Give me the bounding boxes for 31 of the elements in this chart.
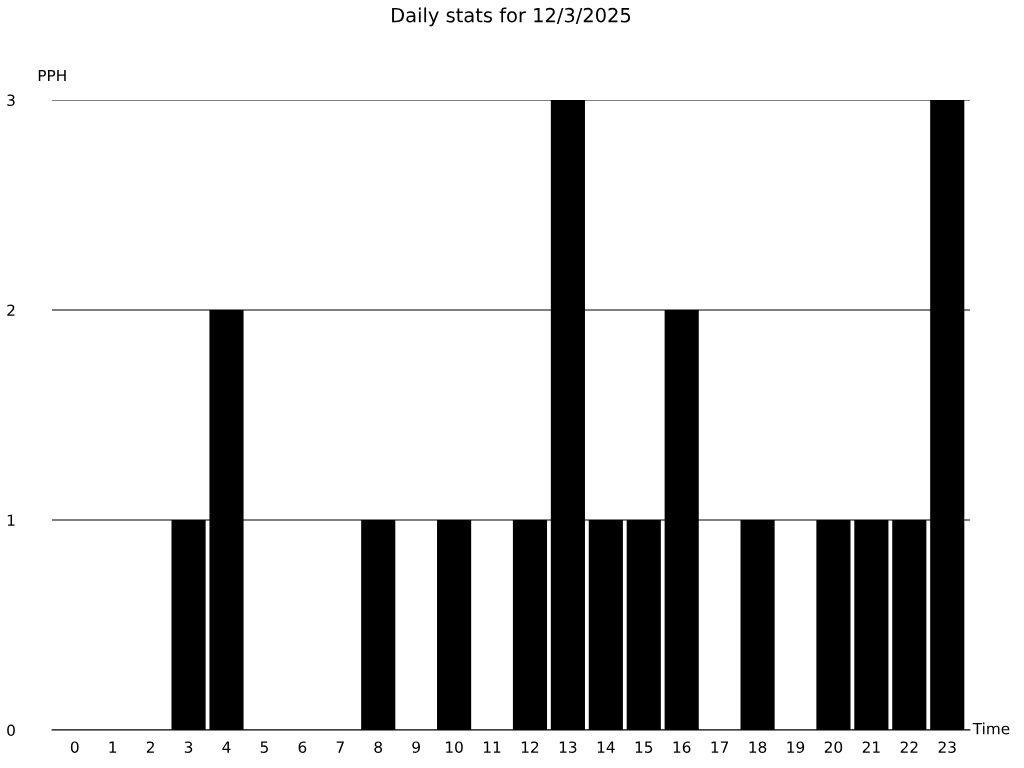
- x-tick-label: 10: [446, 741, 463, 753]
- x-tick-label: 12: [521, 741, 539, 753]
- x-tick-label: 7: [336, 741, 344, 753]
- x-tick-label: 14: [597, 741, 615, 753]
- y-tick-label: 3: [7, 94, 15, 107]
- x-tick-label: 22: [900, 741, 918, 753]
- x-tick-label: 23: [938, 741, 956, 753]
- y-tick-label: 1: [7, 514, 15, 526]
- x-tick-label: 16: [673, 741, 691, 753]
- x-tick-label: 3: [184, 741, 193, 753]
- x-tick-label: 13: [559, 741, 577, 753]
- x-tick-label: 21: [862, 741, 880, 753]
- x-axis-title: Time: [972, 722, 1010, 735]
- x-tick-label: 5: [260, 741, 268, 753]
- y-tick-label: 0: [7, 724, 15, 737]
- x-tick-label: 2: [146, 741, 154, 753]
- chart-title: Daily stats for 12/3/2025: [392, 7, 631, 27]
- x-tick-label: 15: [635, 741, 653, 753]
- y-tick-label: 2: [7, 304, 15, 316]
- x-tick-label: 20: [824, 741, 843, 753]
- x-tick-label: 11: [483, 741, 501, 753]
- x-tick-label: 6: [298, 741, 307, 753]
- x-tick-label: 4: [222, 741, 231, 753]
- x-tick-label: 19: [787, 741, 805, 753]
- x-tick-label: 1: [109, 741, 117, 753]
- x-tick-label: 8: [374, 741, 383, 753]
- x-tick-label: 9: [412, 741, 420, 753]
- x-tick-label: 18: [749, 741, 767, 753]
- x-tick-label: 17: [711, 741, 729, 753]
- x-tick-label: 0: [70, 741, 79, 753]
- y-axis-title: PPH: [38, 69, 66, 82]
